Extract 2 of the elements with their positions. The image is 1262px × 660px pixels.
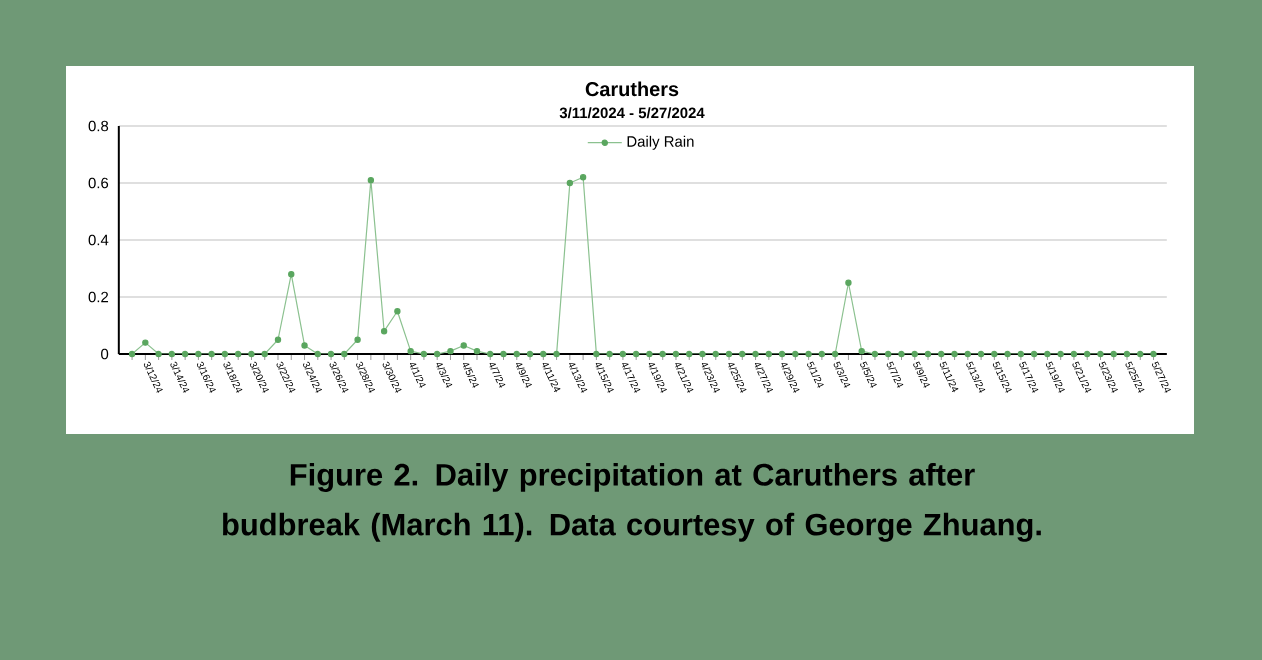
caption: Figure 2. Daily precipitation at Caruthers after budbreak (March 11). Data courtesy of George Zhuang.: [223, 463, 1041, 542]
chart-title: Caruthers: [585, 81, 679, 97]
